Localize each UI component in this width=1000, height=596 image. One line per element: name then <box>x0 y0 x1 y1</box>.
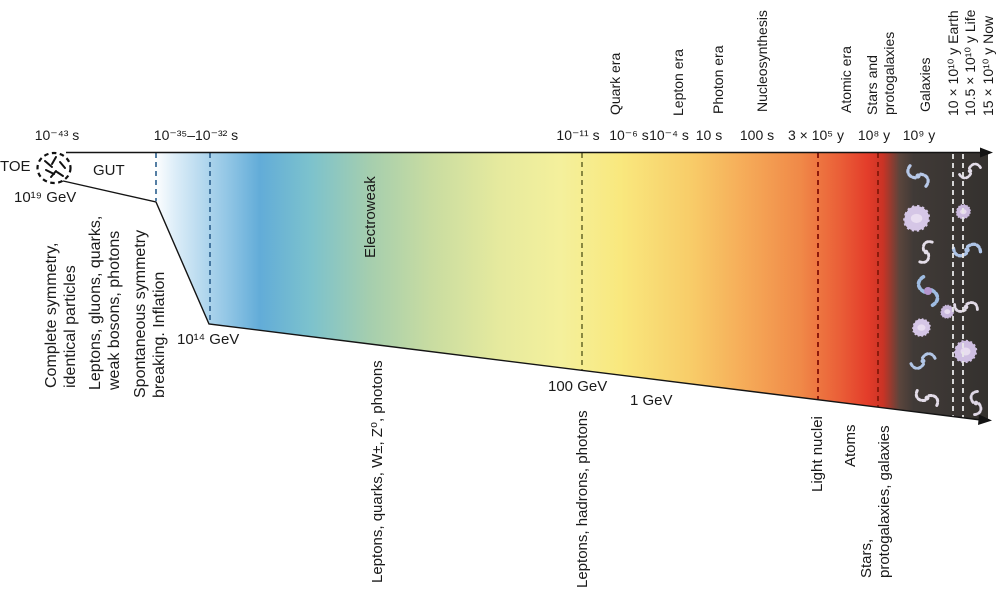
time-label: 10⁹ y <box>902 127 936 143</box>
content-label-leptons-quarks: Leptons, quarks, W±, Z⁰, photons <box>369 360 386 583</box>
era-label-galaxies: Galaxies <box>917 57 933 112</box>
content-label-leptons-hadrons: Leptons, hadrons, photons <box>574 410 591 588</box>
region-label-gut: GUT <box>93 162 125 179</box>
time-label: 10⁻⁴³ s <box>34 127 80 143</box>
galaxy-field <box>902 158 987 417</box>
era-label-atomic: Atomic era <box>838 46 854 113</box>
content-label-stars-galaxies: Stars, protogalaxies, galaxies <box>858 425 893 578</box>
wedge-outline <box>60 151 982 421</box>
energy-label: 10¹⁴ GeV <box>177 331 240 348</box>
era-label-lepton: Lepton era <box>670 49 686 116</box>
time-label: 10⁻⁴ s <box>649 127 689 143</box>
era-label-now: 15 × 10¹⁰ y Now <box>980 15 996 116</box>
toe-foam-icon <box>36 151 72 185</box>
region-label-toe: TOE <box>0 158 31 175</box>
left-label-ssb-inflation: Spontaneous symmetry breaking. Inflation <box>132 229 168 398</box>
time-label: 10⁻³⁵–10⁻³² s <box>153 127 239 143</box>
expansion-arrow-icon <box>978 414 992 425</box>
energy-label: 10¹⁹ GeV <box>14 189 77 206</box>
era-label-life: 10.5 × 10¹⁰ y Life <box>962 9 978 116</box>
region-label-electroweak: Electroweak <box>362 176 379 258</box>
era-label-earth: 10 × 10¹⁰ y Earth <box>945 10 961 116</box>
dashed-boundary-lines <box>155 153 964 418</box>
time-label: 10⁸ y <box>857 127 891 143</box>
expansion-arrow-icon <box>980 147 993 158</box>
expansion-band <box>61 152 988 421</box>
galaxy-core <box>924 287 932 295</box>
time-label: 10⁻⁶ s <box>609 127 649 143</box>
era-label-stars-protogalaxies: Stars and protogalaxies <box>864 31 897 115</box>
era-label-photon: Photon era <box>710 45 726 115</box>
time-label: 10⁻¹¹ s <box>556 127 600 143</box>
left-label-complete-symmetry: Complete symmetry, identical particles <box>43 242 79 388</box>
time-label: 10 s <box>695 127 723 143</box>
energy-label: 100 GeV <box>548 378 608 395</box>
content-label-light-nuclei: Light nuclei <box>809 416 826 492</box>
era-label-nucleosynthesis: Nucleosynthesis <box>754 10 770 112</box>
time-label: 3 × 10⁵ y <box>787 127 844 143</box>
left-label-leptons-gluons: Leptons, gluons, quarks, weak bosons, pho… <box>87 215 123 390</box>
time-label: 100 s <box>739 127 775 143</box>
energy-label: 1 GeV <box>630 392 673 409</box>
era-label-quark: Quark era <box>607 52 623 115</box>
